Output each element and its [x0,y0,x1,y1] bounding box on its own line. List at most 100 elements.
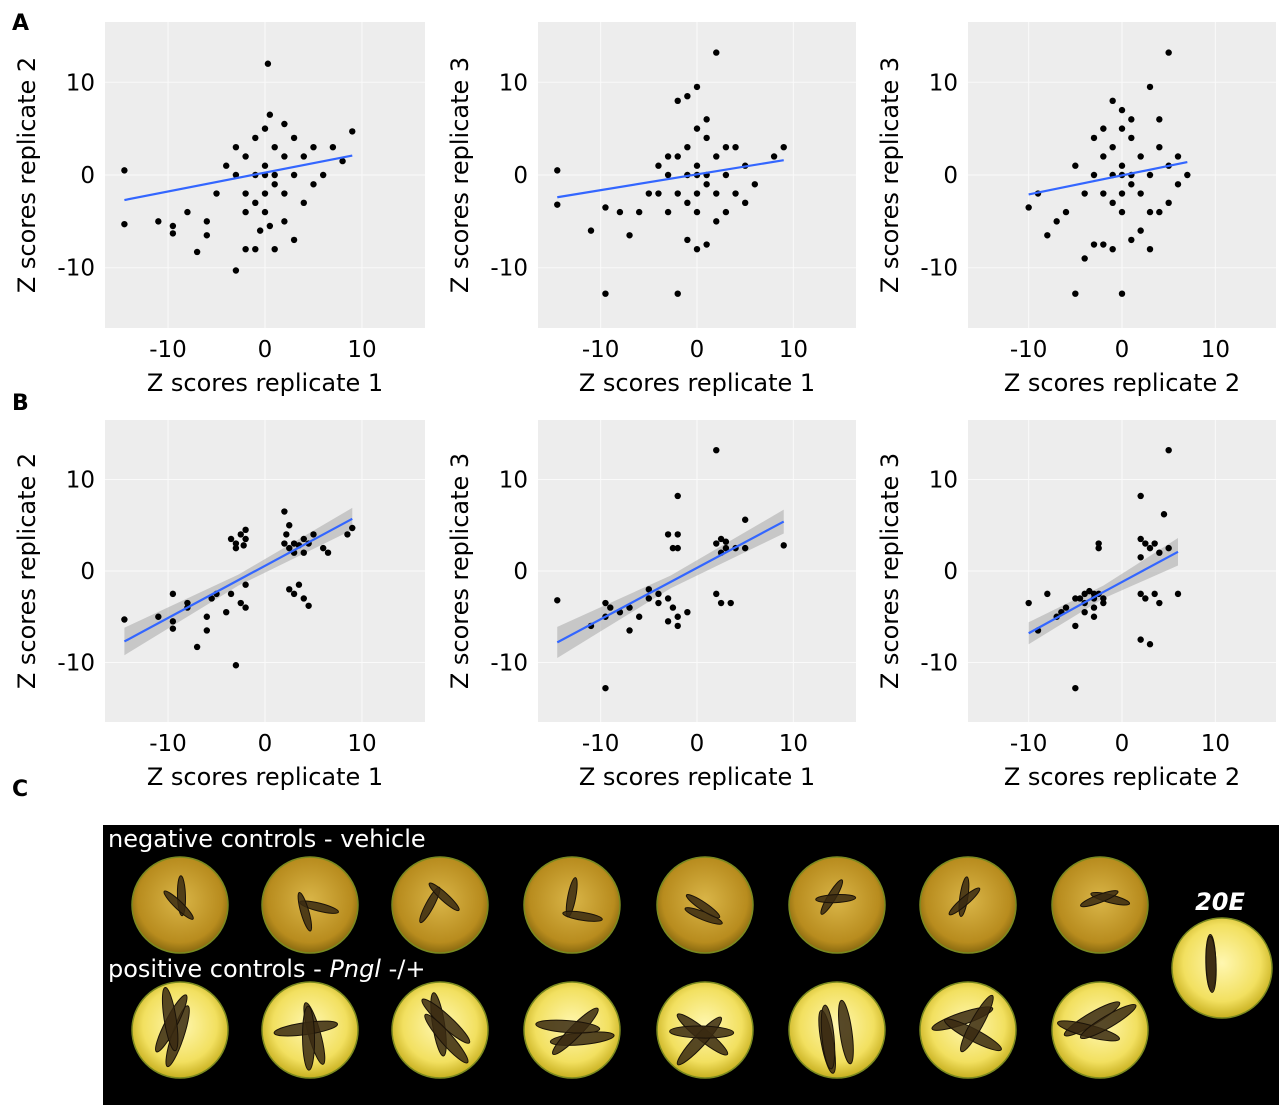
point [665,531,671,537]
point [281,190,287,196]
x-axis-title: Z scores replicate 2 [1004,369,1240,397]
point [675,190,681,196]
point [1137,190,1143,196]
point [703,135,709,141]
point [1147,209,1153,215]
label-part: positive controls - [108,955,329,983]
point [1151,591,1157,597]
point [1137,591,1143,597]
point [646,595,652,601]
x-tick-label: 0 [258,337,273,363]
point [1165,200,1171,206]
y-tick-label: -10 [57,256,95,282]
y-tick-label: -10 [490,256,528,282]
x-axis-title: Z scores replicate 1 [579,763,815,791]
point [602,685,608,691]
dish [1172,918,1272,1018]
dish [789,857,885,953]
point [684,200,690,206]
point [291,135,297,141]
point [223,609,229,615]
x-tick-label: 10 [779,731,808,757]
point [675,531,681,537]
point [655,190,661,196]
point [675,545,681,551]
y-tick-label: 10 [499,467,528,493]
x-tick-label: 0 [1115,337,1130,363]
point [1128,116,1134,122]
point [723,144,729,150]
y-tick-label: 0 [80,163,95,189]
point [694,209,700,215]
point [170,223,176,229]
point [636,209,642,215]
point [262,125,268,131]
point [301,200,307,206]
point [204,218,210,224]
point [675,614,681,620]
point [1025,204,1031,210]
figure: A B C negative controls - vehicle positi… [0,0,1279,1105]
point [257,227,263,233]
point [1119,290,1125,296]
point [1109,200,1115,206]
point [675,290,681,296]
point [1091,135,1097,141]
label-part: Pngl [329,955,381,983]
point [665,209,671,215]
point [1081,190,1087,196]
point [694,190,700,196]
point [184,209,190,215]
y-tick-label: 10 [66,70,95,96]
point [1137,227,1143,233]
point [1025,600,1031,606]
point [170,230,176,236]
point [1147,84,1153,90]
y-tick-label: -10 [920,256,958,282]
x-tick-label: 0 [690,731,705,757]
point [694,163,700,169]
point [1161,511,1167,517]
point [320,545,326,551]
point [694,84,700,90]
x-tick-label: -10 [582,337,620,363]
x-tick-label: 10 [1201,337,1230,363]
y-tick-label: -10 [490,651,528,677]
point [1137,554,1143,560]
point [155,218,161,224]
point [223,163,229,169]
point [233,662,239,668]
y-tick-label: 10 [929,467,958,493]
point [242,604,248,610]
point [242,246,248,252]
point [1119,190,1125,196]
point [1156,600,1162,606]
point [262,163,268,169]
point [742,517,748,523]
point [1147,246,1153,252]
point [228,591,234,597]
point [1147,545,1153,551]
point [204,627,210,633]
point [684,237,690,243]
dish [1052,857,1148,953]
point [655,163,661,169]
x-tick-label: 10 [1201,731,1230,757]
y-axis-title: Z scores replicate 3 [876,57,904,293]
y-tick-label: -10 [920,651,958,677]
point [301,153,307,159]
point [713,153,719,159]
point [281,121,287,127]
point [242,190,248,196]
point [213,190,219,196]
point [121,167,127,173]
x-axis-title: Z scores replicate 1 [147,369,383,397]
x-axis-title: Z scores replicate 1 [579,369,815,397]
point [1100,153,1106,159]
point [684,609,690,615]
point [626,232,632,238]
x-tick-label: -10 [1010,731,1048,757]
x-axis-title: Z scores replicate 2 [1004,763,1240,791]
point [1091,241,1097,247]
point [1063,209,1069,215]
